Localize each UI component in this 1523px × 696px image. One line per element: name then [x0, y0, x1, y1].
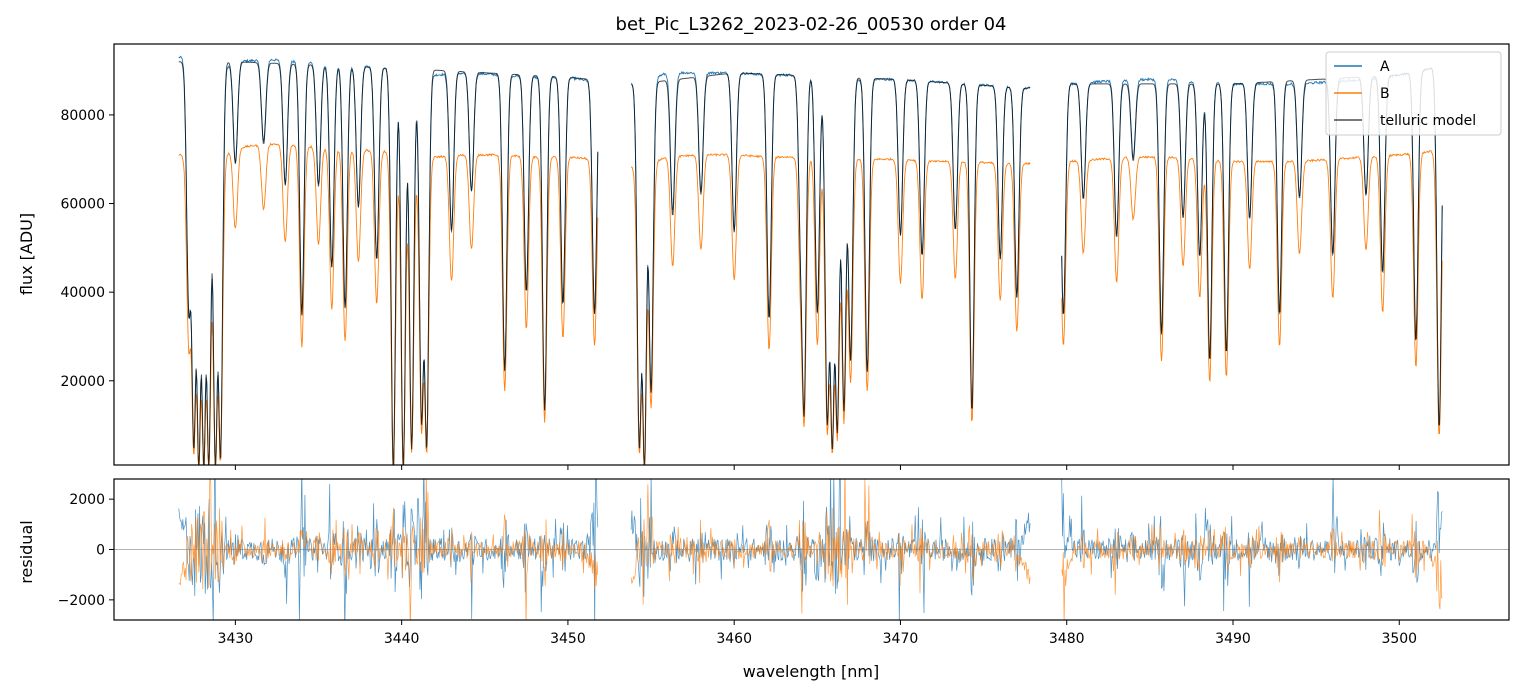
residual-b-segment-3 [1061, 509, 1443, 620]
residual-data [114, 479, 1509, 620]
flux-data [178, 55, 1443, 465]
legend-label-b: B [1380, 86, 1390, 102]
series-telluric-model-segment-1 [178, 61, 599, 465]
flux-x-ticks [234, 465, 1400, 470]
legend-box [1325, 51, 1502, 136]
flux-y-tick-label: 20000 [60, 374, 105, 390]
residual-x-label: wavelength [nm] [743, 662, 880, 681]
series-b-segment-1 [178, 142, 599, 465]
flux-y-tick-label: 60000 [60, 197, 105, 213]
residual-b-segment-1 [178, 479, 599, 620]
residual-y-tick-label: 2000 [69, 492, 105, 508]
series-a-segment-1 [178, 55, 599, 465]
residual-x-tick-label: 3470 [883, 631, 919, 647]
residual-y-ticks: −2000 0 2000 [58, 492, 114, 609]
flux-y-label: flux [ADU] [17, 213, 36, 295]
residual-b-segment-2 [630, 479, 1031, 614]
residual-y-tick-label: 0 [96, 543, 105, 559]
residual-a-segment-1 [178, 479, 599, 620]
flux-y-tick-label: 80000 [60, 108, 105, 124]
flux-plot: 20000 40000 60000 80000 flux [ADU] [17, 43, 1510, 470]
flux-y-ticks: 20000 40000 60000 80000 [60, 108, 114, 390]
residual-x-tick-label: 3450 [550, 631, 586, 647]
legend-label-a: A [1380, 59, 1390, 75]
residual-y-tick-label: −2000 [58, 593, 105, 609]
residual-x-tick-label: 3480 [1049, 631, 1085, 647]
chart-title: bet_Pic_L3262_2023-02-26_00530 order 04 [616, 14, 1007, 35]
series-b-segment-3 [1061, 149, 1443, 435]
residual-x-tick-label: 3460 [716, 631, 752, 647]
residual-x-ticks: 3430 3440 3450 3460 3470 3480 3490 3500 [218, 620, 1417, 647]
legend-label-telluric: telluric model [1380, 113, 1476, 129]
residual-x-tick-label: 3430 [218, 631, 254, 647]
residual-x-tick-label: 3500 [1381, 631, 1417, 647]
flux-plot-frame [113, 43, 1510, 466]
residual-a-segment-2 [630, 479, 1031, 620]
series-telluric-model-segment-2 [630, 72, 1031, 465]
residual-y-label: residual [17, 520, 36, 583]
residual-x-tick-label: 3440 [384, 631, 420, 647]
residual-x-tick-label: 3490 [1215, 631, 1251, 647]
flux-y-tick-label: 40000 [60, 285, 105, 301]
legend: A B telluric model [1325, 51, 1502, 136]
